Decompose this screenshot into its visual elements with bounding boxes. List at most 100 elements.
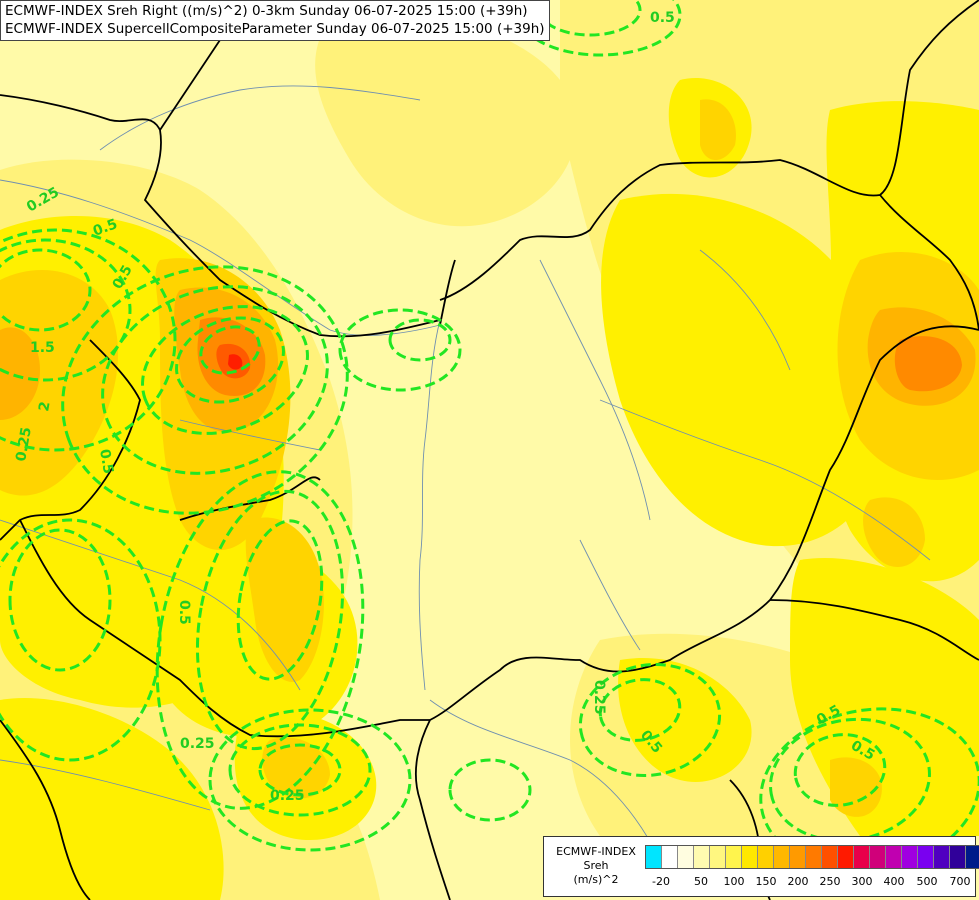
scp-contour [0,228,177,452]
legend-swatch [822,846,838,868]
field-patch-gold [262,737,330,799]
field-patch-dark_orange [894,336,962,392]
country-border [0,719,91,900]
legend-tick: 100 [723,875,745,888]
contour-label: 0.25 [270,788,305,804]
contour-label: 0.5 [176,600,192,625]
legend-swatch [918,846,934,868]
river-line [579,539,641,651]
scp-contour [0,518,162,762]
scp-contour [538,0,642,37]
color-legend: ECMWF-INDEX Sreh (m/s)^2 -20 50 100 150 200 2… [543,836,979,897]
scp-contour [0,238,132,382]
legend-swatch [950,846,966,868]
river-line [418,319,441,691]
legend-color-bar [645,845,979,869]
legend-swatch [646,846,662,868]
country-border [414,719,451,900]
scp-contour [101,285,329,475]
map-title-box: ECMWF-INDEX Sreh Right ((m/s)^2) 0-3km S… [0,0,550,41]
contour-label: 1.5 [30,340,55,356]
scp-contour [578,663,722,777]
legend-title-param: Sreh [583,859,609,872]
river-line [599,399,931,561]
legend-title: ECMWF-INDEX Sreh (m/s)^2 [548,845,644,887]
contour-label: 0.5 [91,216,120,240]
scp-contour [598,678,682,742]
field-patch-orange [0,327,40,420]
scp-contour [208,708,412,852]
country-border [769,599,979,661]
river-line [429,699,661,861]
scp-contour [518,0,682,57]
legend-swatch [758,846,774,868]
river-line [0,759,211,811]
scp-contour [155,470,365,810]
legend-tick: 200 [787,875,809,888]
field-patch-yellow [618,658,752,782]
field-patch-gold [245,517,324,682]
legend-swatch [774,846,790,868]
river-line [699,249,791,371]
field-patch-gold [830,757,882,817]
legend-tick: 150 [755,875,777,888]
river-line [0,179,331,331]
legend-swatch [966,846,979,868]
legend-swatch [854,846,870,868]
field-patch-pale [315,13,577,227]
rivers-layer [0,85,931,861]
legend-swatch [870,846,886,868]
country-border [0,339,141,541]
legend-swatch [726,846,742,868]
legend-tick-labels: -20 50 100 150 200 250 300 400 500 700 [645,875,970,891]
field-patch-yellow [0,698,224,900]
scp-contour [388,318,452,362]
title-line-scp: ECMWF-INDEX SupercellCompositeParameter … [5,21,545,37]
legend-swatch [790,846,806,868]
river-line [329,324,441,336]
legend-tick: 400 [883,875,905,888]
legend-swatch [710,846,726,868]
field-patch-red [228,354,243,370]
contour-label: 0.25 [591,680,607,715]
scp-contour [448,758,532,822]
legend-swatch [886,846,902,868]
contour-label: 0.25 [13,426,35,463]
scp-contour [0,248,92,332]
scp-contour [195,489,345,751]
river-line [0,519,301,691]
scp-contour [8,528,112,672]
river-line [539,259,651,521]
legend-tick: 250 [819,875,841,888]
legend-swatch [662,846,678,868]
legend-swatch [838,846,854,868]
legend-title-unit: (m/s)^2 [573,873,619,886]
country-border [429,325,979,721]
scp-contour [228,723,372,817]
legend-tick: 50 [694,875,708,888]
contour-label: 0.25 [180,736,215,752]
legend-tick: 500 [916,875,938,888]
scp-contour [199,325,261,375]
scp-contour [236,519,324,681]
legend-swatch [934,846,950,868]
contour-label: 0.5 [96,448,116,475]
country-border [879,194,979,331]
legend-title-model: ECMWF-INDEX [556,845,636,858]
title-line-sreh: ECMWF-INDEX Sreh Right ((m/s)^2) 0-3km S… [5,3,528,19]
field-patch-yellow [601,193,888,547]
legend-swatch [742,846,758,868]
contour-label: 0.5 [650,10,675,26]
field-patch-gold [700,99,736,160]
legend-swatch [806,846,822,868]
river-line [99,85,421,151]
legend-tick: 300 [851,875,873,888]
legend-swatch [694,846,710,868]
legend-tick: 700 [949,875,971,888]
scp-contour [141,305,309,435]
